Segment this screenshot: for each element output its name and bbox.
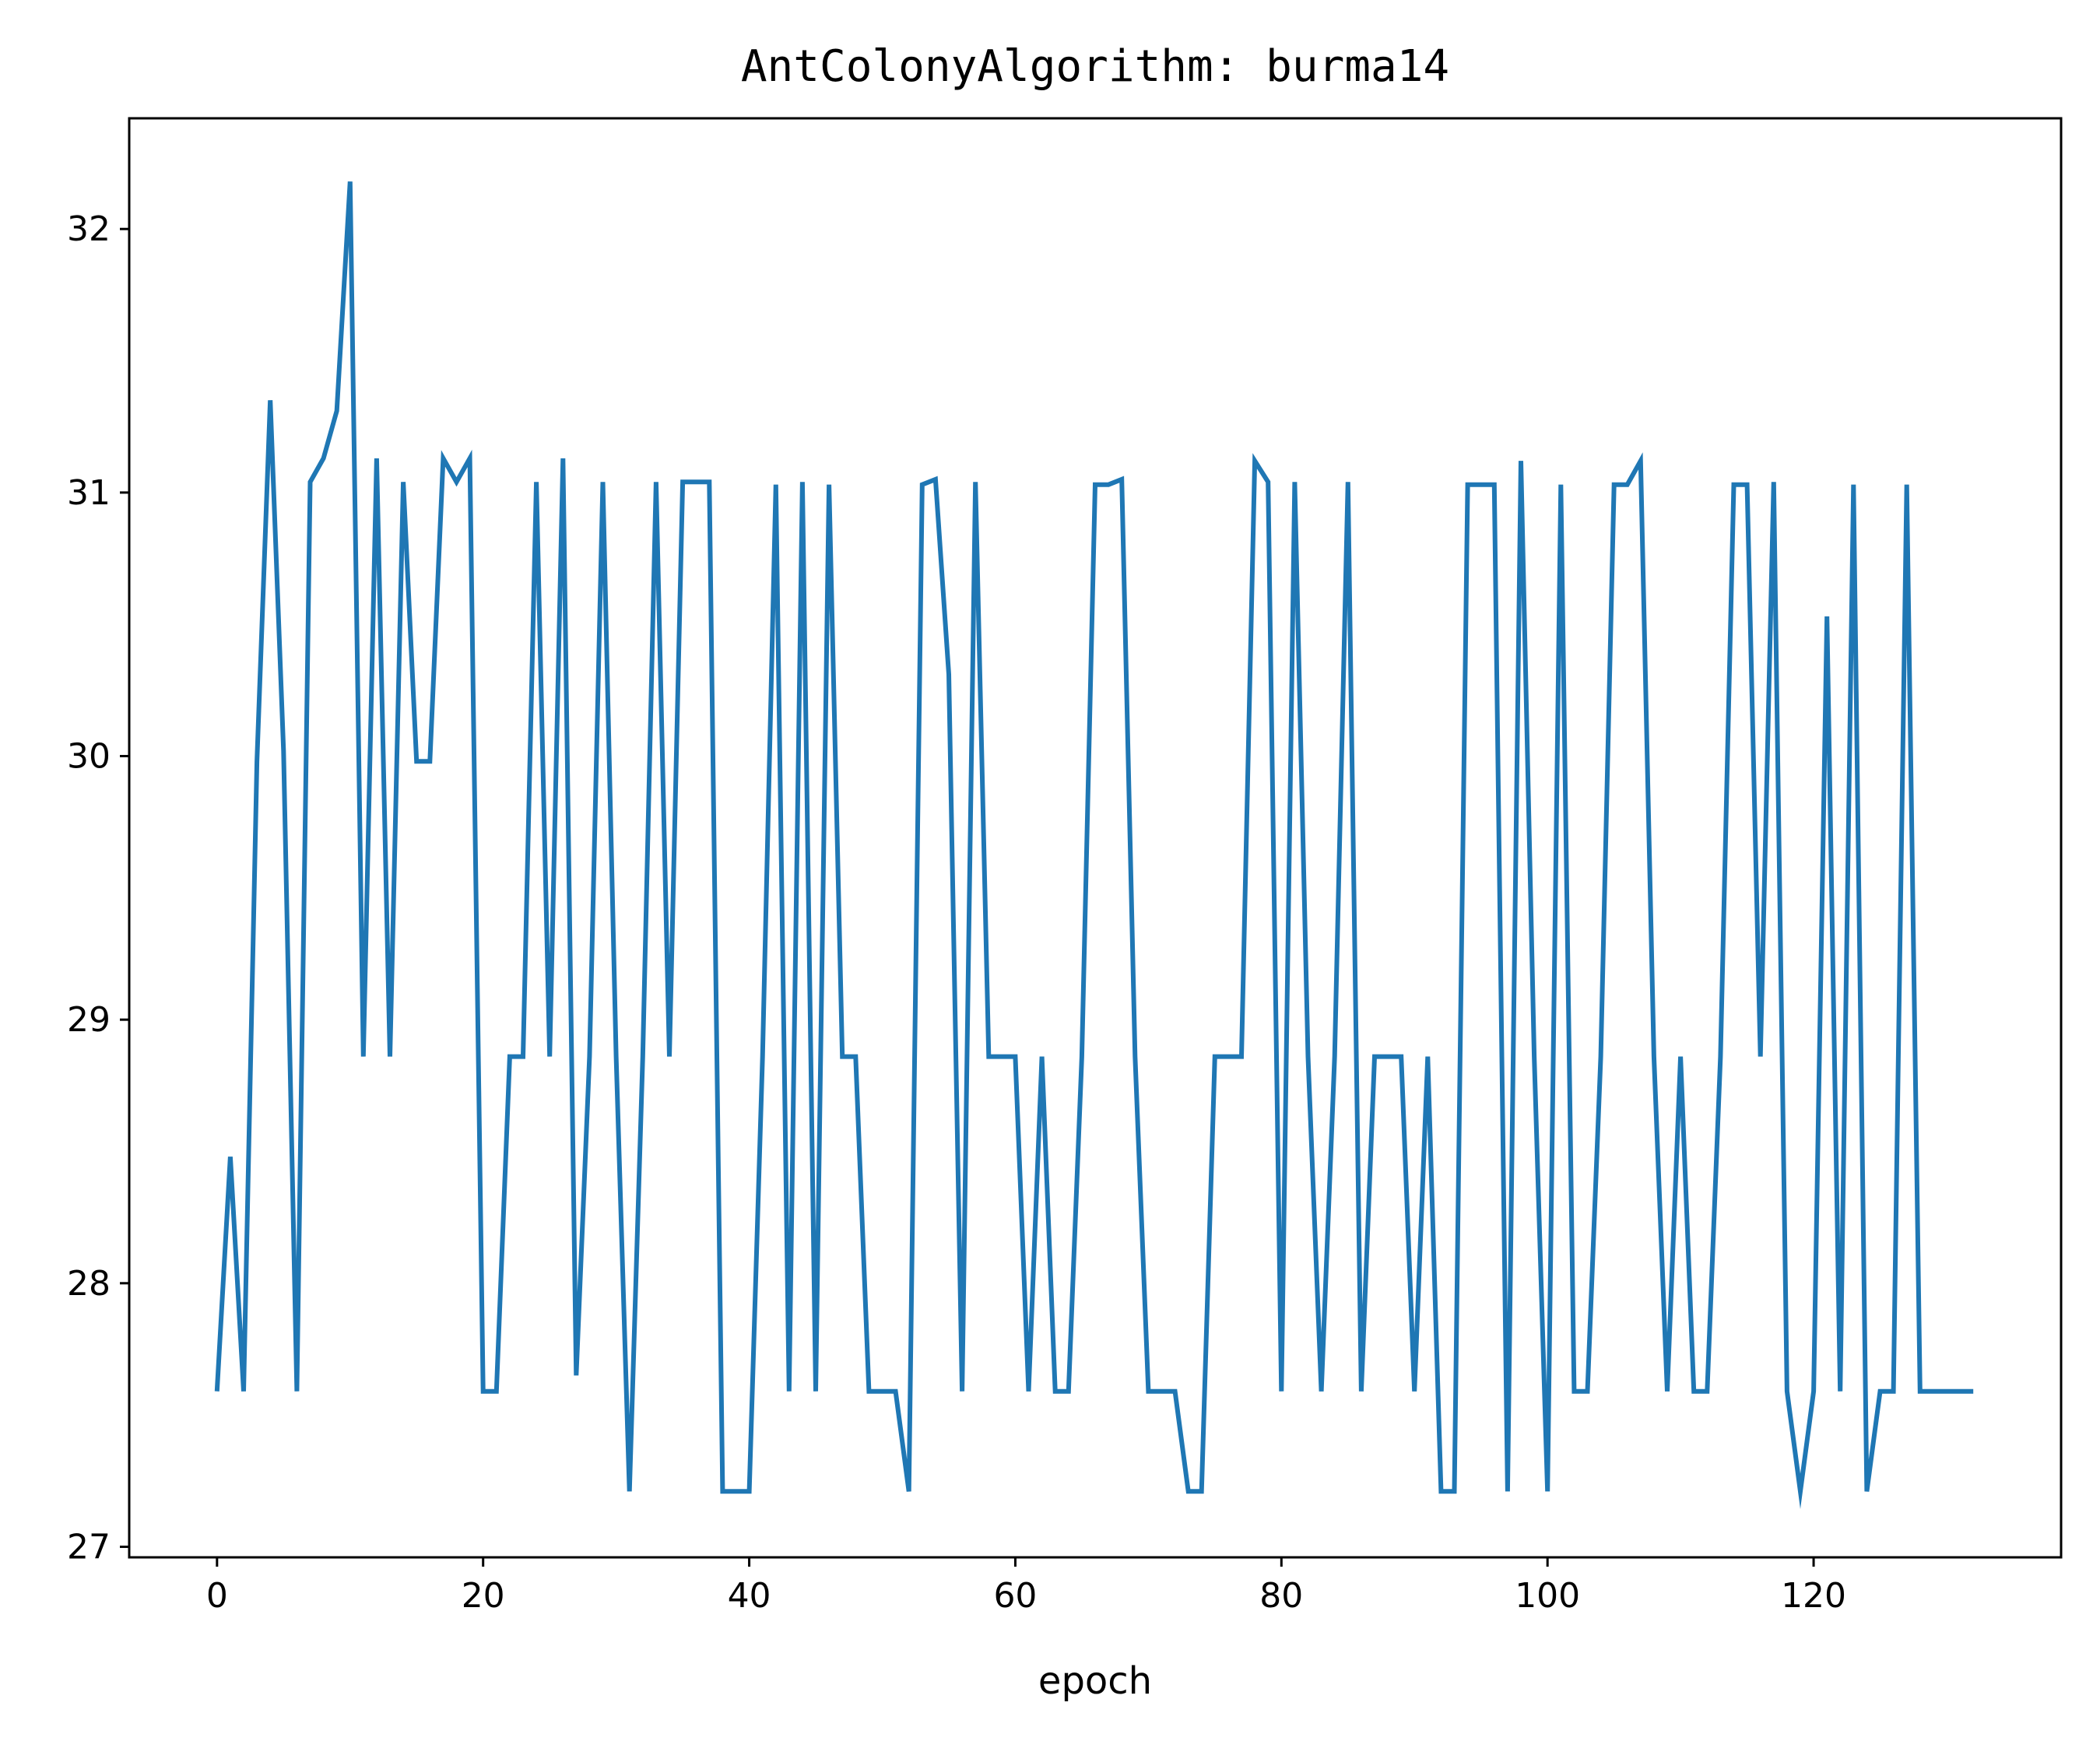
y-tick-label: 28 <box>67 1264 111 1304</box>
y-tick-label: 31 <box>67 473 111 513</box>
y-tick-label: 30 <box>67 737 111 777</box>
chart-title: AntColonyAlgorithm: burma14 <box>741 41 1449 92</box>
x-tick-label: 40 <box>728 1576 771 1616</box>
x-tick-label: 60 <box>993 1576 1037 1616</box>
y-tick-label: 27 <box>67 1527 111 1567</box>
series-line <box>214 181 1974 1510</box>
plot-frame <box>128 117 2063 1559</box>
y-tick-label: 32 <box>67 209 111 249</box>
x-tick-label: 80 <box>1259 1576 1303 1616</box>
x-axis-title: epoch <box>1038 1659 1152 1703</box>
y-tick-label: 29 <box>67 1000 111 1040</box>
x-tick-label: 120 <box>1781 1576 1846 1616</box>
x-tick-label: 0 <box>206 1576 228 1616</box>
axis-ticks: 0 20 40 60 80 100 120 27 28 29 30 31 32 <box>67 209 1846 1616</box>
x-tick-label: 100 <box>1515 1576 1580 1616</box>
x-tick-label: 20 <box>462 1576 505 1616</box>
series-lines <box>214 181 1974 1510</box>
